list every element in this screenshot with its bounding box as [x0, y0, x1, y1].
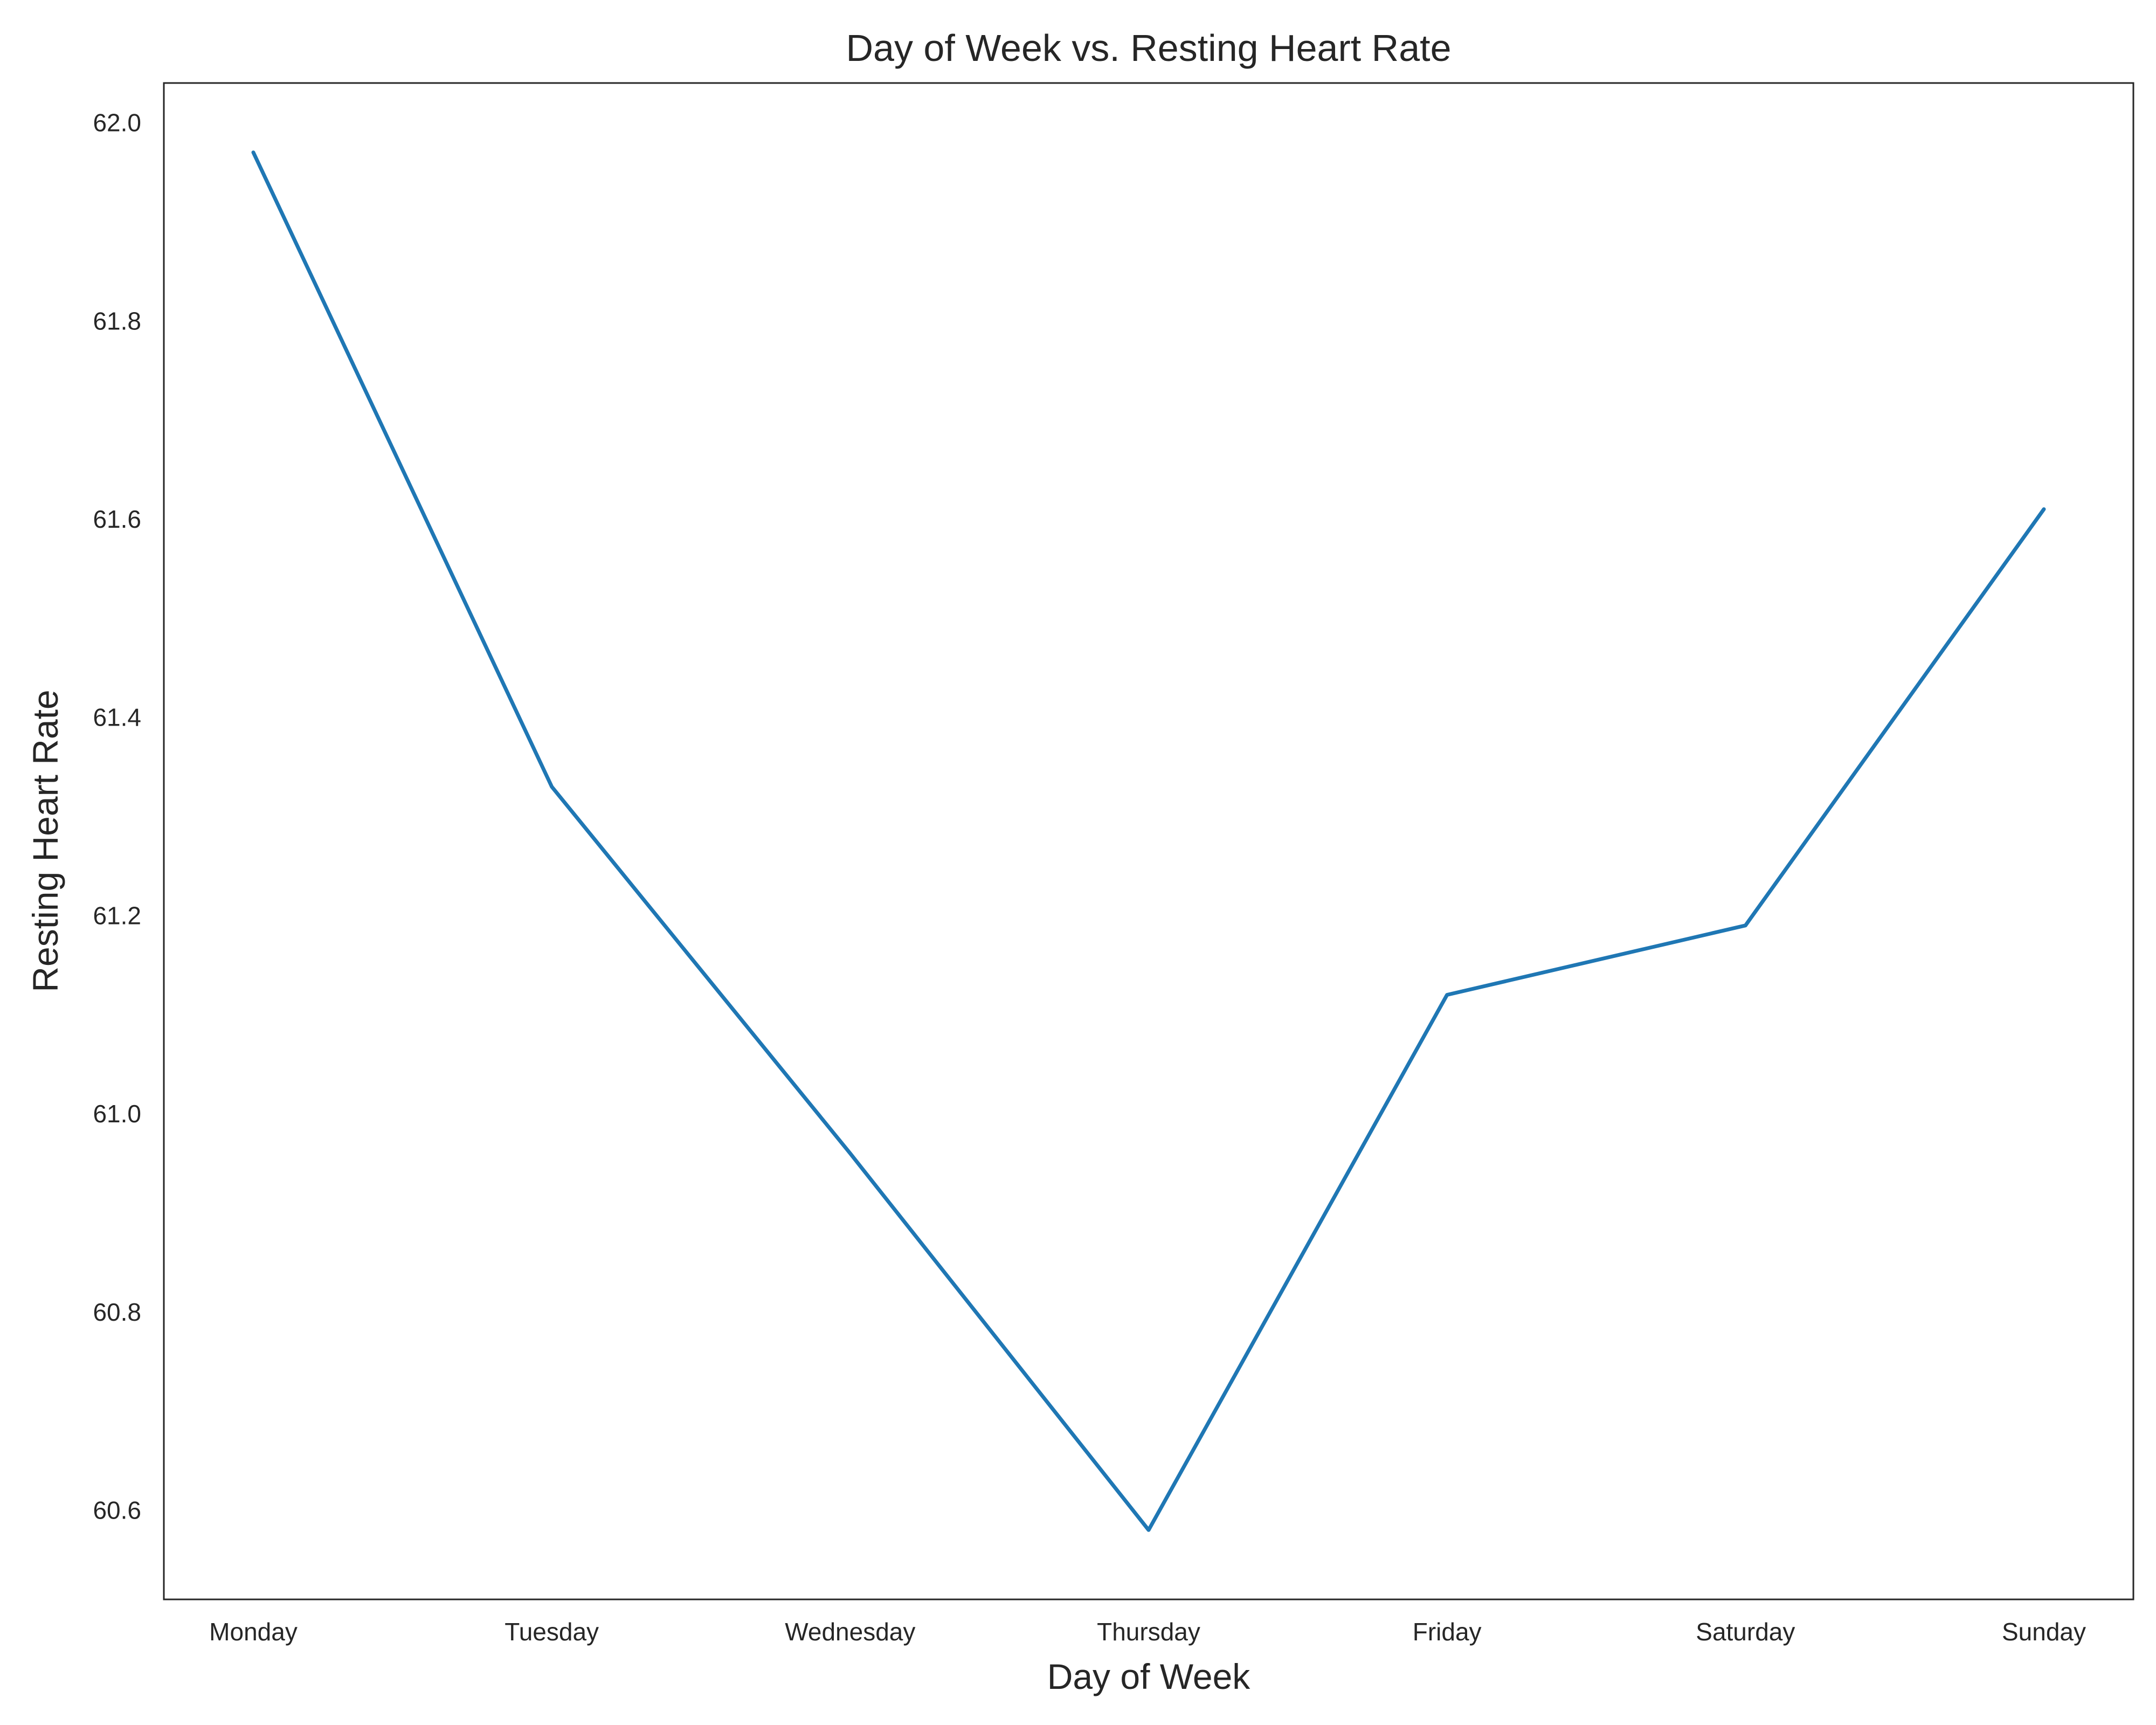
y-tick-label: 61.4: [93, 703, 141, 732]
y-tick-label: 62.0: [93, 109, 141, 137]
x-tick-label: Wednesday: [785, 1618, 915, 1646]
series-line: [251, 150, 2046, 1532]
x-tick-label: Friday: [1413, 1618, 1482, 1646]
y-tick-label: 60.6: [93, 1496, 141, 1524]
x-tick-label: Saturday: [1696, 1618, 1795, 1646]
y-tick-label: 61.0: [93, 1100, 141, 1128]
y-axis-ticks: 60.6 60.8 61.0 61.2 61.4 61.6 61.8 62.0: [93, 109, 141, 1524]
plot-series: [251, 150, 2046, 1532]
y-tick-label: 61.8: [93, 307, 141, 335]
y-tick-label: 61.6: [93, 505, 141, 533]
y-tick-label: 60.8: [93, 1298, 141, 1326]
x-tick-label: Sunday: [2002, 1618, 2086, 1646]
x-axis-label: Day of Week: [1047, 1657, 1251, 1696]
x-axis-ticks: Monday Tuesday Wednesday Thursday Friday Satu…: [209, 1618, 2086, 1646]
x-tick-label: Monday: [209, 1618, 298, 1646]
y-tick-label: 61.2: [93, 901, 141, 929]
x-tick-label: Thursday: [1097, 1618, 1200, 1646]
x-tick-label: Tuesday: [505, 1618, 599, 1646]
y-axis-label: Resting Heart Rate: [25, 689, 65, 992]
chart-title: Day of Week vs. Resting Heart Rate: [846, 27, 1451, 69]
plot-area-frame: [163, 82, 2134, 1600]
